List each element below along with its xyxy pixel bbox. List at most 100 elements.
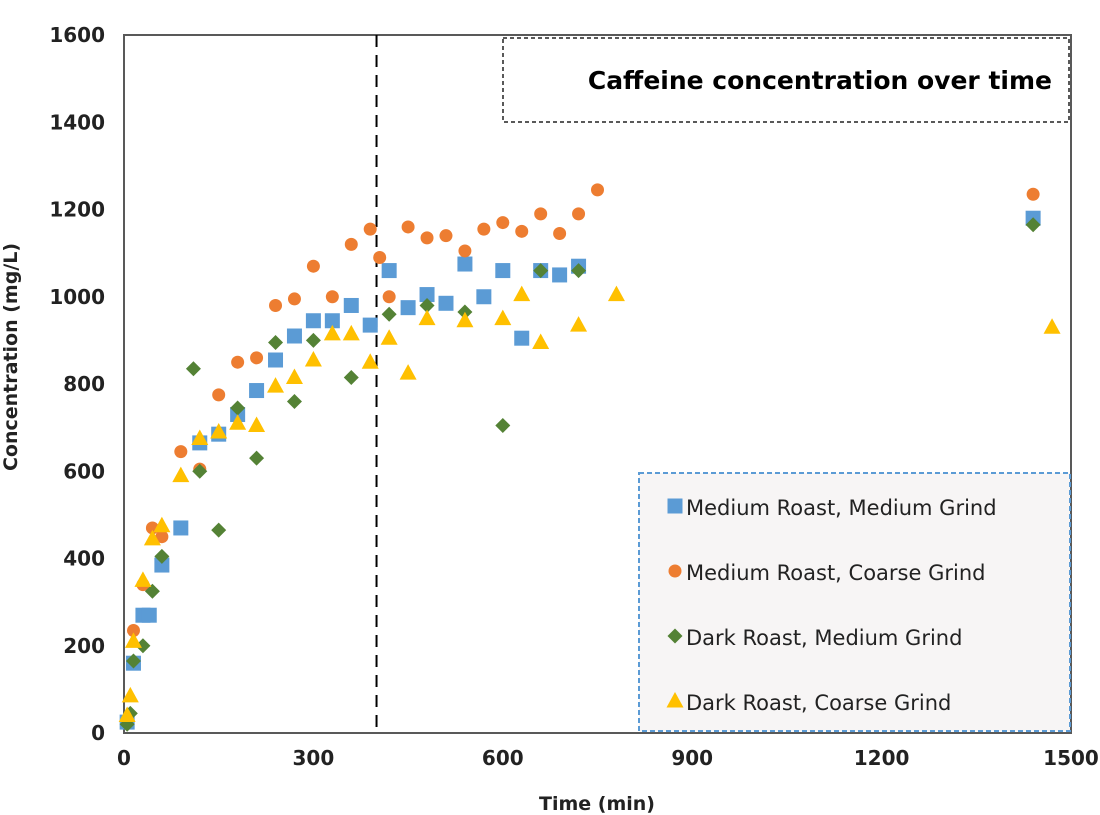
data-point-square [141, 607, 157, 623]
data-point-square [286, 328, 302, 344]
y-axis: 0 200 400 600 800 1000 1200 1400 1600 [49, 23, 105, 745]
data-point-diamond [230, 400, 246, 416]
data-point-triangle [1043, 318, 1061, 334]
data-point-circle [553, 226, 567, 240]
data-point-diamond [343, 369, 359, 385]
data-point-triangle [248, 416, 266, 432]
data-point-triangle [191, 429, 209, 446]
data-point-square [438, 295, 454, 311]
data-point-diamond [305, 332, 321, 348]
data-point-circle [287, 292, 301, 306]
y-tick-label: 200 [63, 634, 105, 658]
x-tick-label: 1200 [854, 746, 910, 770]
data-point-circle [572, 207, 586, 221]
chart-title: Caffeine concentration over time [588, 66, 1052, 95]
data-point-circle [373, 250, 387, 264]
data-point-square [173, 520, 189, 536]
x-tick-label: 900 [671, 746, 713, 770]
data-point-diamond [144, 583, 160, 599]
data-point-circle [231, 355, 245, 369]
data-point-triangle [153, 516, 171, 533]
data-point-circle [1026, 187, 1040, 201]
data-point-circle [496, 216, 510, 230]
data-point-square [457, 256, 473, 272]
data-point-circle [477, 222, 491, 236]
legend-marker-triangle [666, 692, 684, 708]
legend-label: Dark Roast, Medium Grind [686, 626, 962, 650]
data-point-triangle [229, 414, 247, 430]
y-tick-label: 1600 [49, 23, 105, 47]
data-point-diamond [185, 361, 201, 377]
y-tick-label: 0 [91, 721, 105, 745]
data-point-triangle [323, 324, 341, 341]
data-point-square [268, 352, 284, 368]
data-point-square [419, 287, 435, 303]
data-point-diamond [1025, 217, 1041, 233]
x-tick-label: 0 [117, 746, 131, 770]
data-point-circle [363, 222, 377, 236]
legend: Medium Roast, Medium Grind Medium Roast, … [666, 496, 997, 715]
data-point-square [381, 263, 397, 279]
legend-label: Dark Roast, Coarse Grind [686, 691, 951, 715]
data-point-diamond [211, 522, 227, 538]
data-point-triangle [267, 377, 285, 393]
data-point-diamond [381, 306, 397, 322]
data-point-triangle [399, 364, 417, 380]
data-point-triangle [304, 351, 322, 367]
data-point-circle [126, 623, 140, 637]
y-tick-label: 1400 [49, 110, 105, 134]
data-point-circle [155, 530, 169, 544]
legend-label: Medium Roast, Coarse Grind [686, 561, 985, 585]
data-point-triangle [570, 316, 588, 332]
data-point-triangle [607, 285, 625, 302]
data-point-circle [212, 388, 226, 402]
data-point-circle [174, 445, 188, 459]
data-point-diamond [249, 450, 265, 466]
data-point-diamond [192, 463, 208, 479]
data-point-triangle [361, 353, 379, 369]
data-point-circle [250, 351, 264, 365]
y-tick-label: 400 [63, 547, 105, 571]
data-point-square [400, 300, 416, 316]
data-point-circle [401, 220, 415, 234]
data-point-triangle [418, 309, 436, 326]
data-point-square [324, 313, 340, 329]
legend-label: Medium Roast, Medium Grind [686, 496, 997, 520]
data-point-circle [591, 183, 604, 197]
data-point-diamond [154, 548, 170, 564]
legend-marker-square [667, 498, 683, 514]
data-point-triangle [121, 686, 139, 703]
data-point-triangle [532, 333, 550, 350]
data-point-diamond [125, 653, 141, 669]
data-point-square [476, 289, 492, 305]
data-point-triangle [285, 368, 303, 384]
data-point-circle [420, 231, 434, 245]
data-point-circle [269, 298, 283, 312]
legend-marker-circle [668, 564, 682, 578]
data-point-triangle [210, 422, 228, 439]
data-point-circle [458, 244, 472, 258]
data-point-circle [534, 207, 548, 221]
data-point-circle [439, 229, 453, 243]
data-point-triangle [513, 285, 531, 302]
data-point-diamond [268, 335, 284, 351]
data-point-triangle [134, 571, 152, 587]
data-point-triangle [342, 324, 360, 341]
data-point-circle [515, 224, 529, 238]
data-point-square [552, 267, 568, 283]
data-point-diamond [135, 638, 151, 654]
data-point-triangle [380, 329, 398, 345]
data-point-circle [325, 290, 339, 304]
x-axis: 0 300 600 900 1200 1500 [117, 746, 1099, 770]
data-point-triangle [118, 706, 136, 723]
data-point-triangle [456, 311, 474, 328]
data-point-circle [306, 259, 320, 273]
legend-box [638, 472, 1071, 732]
data-point-diamond [419, 297, 435, 313]
data-point-diamond [495, 417, 511, 433]
data-point-square [362, 317, 378, 333]
x-axis-title: Time (min) [539, 793, 655, 815]
legend-marker-diamond [667, 628, 683, 644]
title-box [502, 37, 1070, 123]
data-point-diamond [286, 393, 302, 409]
